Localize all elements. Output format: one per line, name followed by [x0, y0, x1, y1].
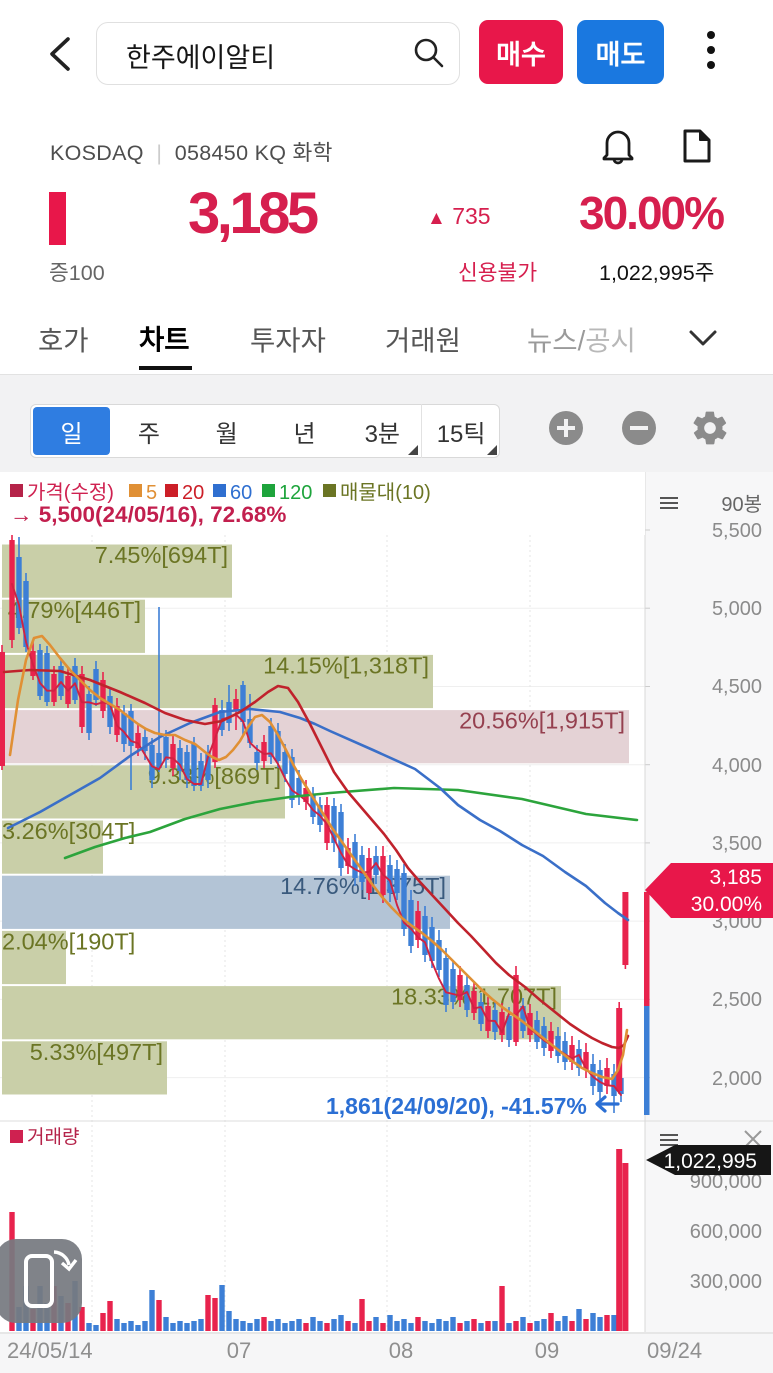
svg-text:7.45%[694T]: 7.45%[694T]	[95, 542, 228, 568]
svg-text:900,000: 900,000	[690, 1171, 762, 1193]
svg-text:2,000: 2,000	[712, 1068, 762, 1090]
svg-text:09/24: 09/24	[647, 1338, 702, 1363]
svg-text:2,500: 2,500	[712, 989, 762, 1011]
svg-text:08: 08	[389, 1338, 413, 1363]
svg-text:4.79%[446T]: 4.79%[446T]	[8, 597, 141, 623]
svg-text:07: 07	[227, 1338, 251, 1363]
svg-text:5,000: 5,000	[712, 598, 762, 620]
svg-text:가격(수정): 가격(수정)	[27, 481, 114, 504]
svg-text:24/05/14: 24/05/14	[7, 1338, 93, 1363]
svg-text:4,000: 4,000	[712, 755, 762, 777]
svg-text:3,500: 3,500	[712, 833, 762, 855]
svg-text:20.56%[1,915T]: 20.56%[1,915T]	[459, 708, 625, 734]
svg-text:3.26%[304T]: 3.26%[304T]	[2, 818, 135, 844]
svg-text:600,000: 600,000	[690, 1221, 762, 1243]
svg-text:매물대(10): 매물대(10)	[340, 481, 431, 504]
svg-text:4,500: 4,500	[712, 676, 762, 698]
svg-text:90봉: 90봉	[721, 494, 762, 516]
svg-text:120: 120	[279, 482, 312, 504]
svg-text:5.33%[497T]: 5.33%[497T]	[30, 1039, 163, 1065]
svg-text:20: 20	[182, 482, 204, 504]
svg-text:1,861(24/09/20), -41.57%: 1,861(24/09/20), -41.57%	[326, 1093, 587, 1119]
svg-text:30.00%: 30.00%	[691, 893, 762, 916]
svg-text:09: 09	[535, 1338, 559, 1363]
svg-text:60: 60	[230, 482, 252, 504]
svg-text:5,500: 5,500	[712, 520, 762, 542]
svg-text:5: 5	[146, 482, 157, 504]
svg-text:14.15%[1,318T]: 14.15%[1,318T]	[263, 652, 429, 678]
svg-text:2.04%[190T]: 2.04%[190T]	[2, 928, 135, 954]
svg-text:300,000: 300,000	[690, 1271, 762, 1293]
svg-text:→ 5,500(24/05/16), 72.68%: → 5,500(24/05/16), 72.68%	[10, 502, 286, 527]
svg-text:거래량: 거래량	[27, 1126, 79, 1148]
svg-text:3,185: 3,185	[709, 866, 762, 889]
svg-text:1,022,995: 1,022,995	[664, 1150, 757, 1173]
